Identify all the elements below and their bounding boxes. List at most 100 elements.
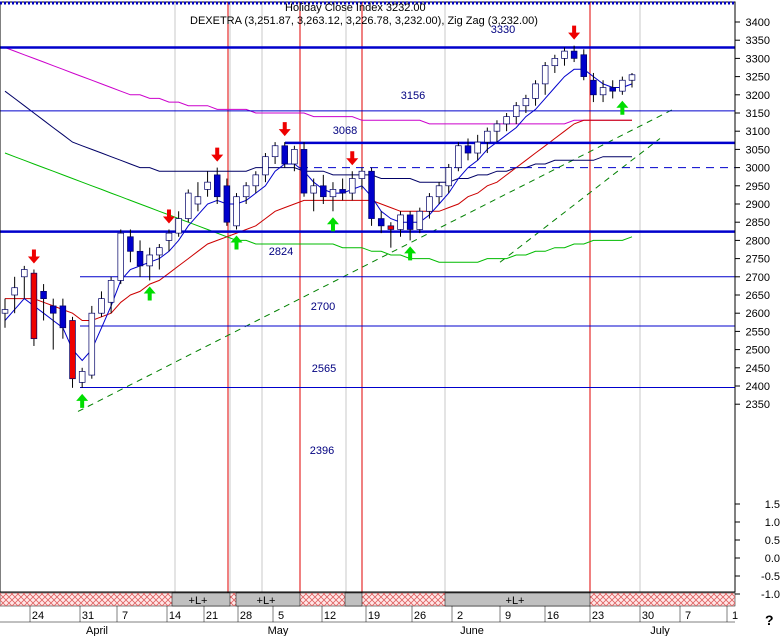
- x-tick-label: 28: [240, 610, 252, 622]
- moving-averages: [4, 47, 633, 362]
- x-tick-label: 7: [685, 610, 691, 622]
- candle-body: [291, 149, 298, 165]
- ma-navy-line: [4, 90, 632, 183]
- down-arrow: [27, 249, 40, 264]
- y-tick-label: 2400: [746, 381, 770, 393]
- candle-body: [522, 98, 530, 107]
- candle-body: [570, 50, 578, 59]
- level-label: 3330: [491, 24, 515, 36]
- y-tick-label: 3250: [746, 72, 770, 84]
- plot-frame: [0, 1, 736, 593]
- up-arrow: [76, 393, 89, 408]
- candle-body: [117, 232, 124, 281]
- bottom-marker-label: +L+: [506, 595, 525, 607]
- candle-body: [310, 185, 317, 194]
- candle-body: [513, 105, 520, 117]
- bottom-strip-hatch: [0, 593, 735, 606]
- candle-body: [281, 145, 288, 165]
- grid-layer: [77, 2, 674, 606]
- support-resistance-levels: 3330 3156 3068 2824 2700 2565 2396: [0, 24, 735, 457]
- help-question-mark[interactable]: ?: [765, 612, 774, 628]
- ma-red-line: [5, 119, 632, 321]
- candle-body: [165, 232, 173, 241]
- y-tick-label: 2450: [746, 363, 770, 375]
- candle-body: [503, 116, 510, 125]
- candle-body: [98, 298, 105, 314]
- candle-body: [146, 254, 153, 267]
- x-tick-label: 12: [324, 610, 336, 622]
- ma-magenta-line: [4, 47, 632, 125]
- down-arrow: [568, 25, 581, 40]
- y-tick-label: 3300: [746, 53, 770, 65]
- trend-channel-upper: [499, 138, 661, 263]
- y-tick-label: 2950: [746, 181, 770, 193]
- signal-arrows: [27, 25, 629, 408]
- y-tick-label: 3050: [746, 144, 770, 156]
- candle-body: [474, 141, 481, 154]
- candle-body: [320, 185, 327, 198]
- osc-tick-label: -1.0: [761, 589, 780, 601]
- osc-tick-label: 0.0: [765, 553, 780, 565]
- candle-body: [435, 185, 443, 198]
- x-tick-label: 2: [457, 610, 463, 622]
- y-tick-label: 3100: [746, 126, 770, 138]
- candle-body: [580, 54, 588, 77]
- candles: [1, 45, 636, 388]
- x-tick-label: 9: [505, 610, 511, 622]
- candle-body: [156, 247, 163, 256]
- candle-body: [21, 269, 28, 278]
- y-tick-label: 3000: [746, 163, 770, 175]
- candle-body: [223, 185, 231, 223]
- up-arrow: [404, 246, 417, 261]
- candle-body: [136, 250, 144, 267]
- candle-body: [175, 218, 182, 234]
- y-tick-label: 3350: [746, 35, 770, 47]
- x-tick-label: 26: [414, 610, 426, 622]
- candle-body: [127, 236, 134, 252]
- bottom-marker-label: +L+: [257, 595, 276, 607]
- candle-body: [213, 174, 221, 198]
- candle-body: [59, 305, 67, 329]
- bottom-grey-span: [235, 592, 301, 607]
- candle-body: [78, 371, 86, 383]
- candle-body: [619, 79, 626, 92]
- month-label: April: [86, 625, 108, 636]
- y-tick-label: 3400: [746, 17, 770, 29]
- bottom-grey-span: [344, 592, 363, 607]
- month-label: June: [460, 625, 484, 636]
- x-tick-label: 23: [592, 610, 604, 622]
- osc-tick-label: 1.0: [765, 517, 780, 529]
- ma-green-line: [4, 152, 633, 263]
- candle-body: [532, 83, 539, 99]
- y-tick-label: 2750: [746, 254, 770, 266]
- candle-body: [416, 210, 424, 230]
- x-tick-label: 31: [82, 610, 94, 622]
- up-arrow: [143, 286, 156, 301]
- x-tick-label: 5: [278, 610, 284, 622]
- candle-body: [11, 287, 18, 296]
- month-label: May: [268, 625, 289, 636]
- candle-body: [609, 87, 616, 92]
- candle-body: [262, 156, 269, 176]
- y-tick-label: 3150: [746, 108, 770, 120]
- candle-body: [368, 170, 375, 219]
- candle-body: [397, 214, 404, 230]
- up-arrow: [616, 100, 629, 115]
- candle-body: [484, 130, 491, 143]
- x-tick-label: 1: [732, 610, 738, 622]
- candle-body: [387, 225, 395, 230]
- candle-body: [1, 309, 9, 314]
- x-tick-label: 21: [206, 610, 218, 622]
- y-tick-label: 2600: [746, 308, 770, 320]
- candle-body: [40, 291, 47, 299]
- candle-body: [561, 50, 568, 59]
- level-label: 2565: [312, 363, 336, 375]
- candle-body: [271, 145, 279, 158]
- candle-body: [628, 74, 636, 81]
- level-label: 3156: [401, 90, 425, 102]
- candle-body: [377, 218, 385, 227]
- y-tick-label: 2650: [746, 290, 770, 302]
- y-tick-label: 3200: [746, 90, 770, 102]
- candle-body: [194, 196, 202, 205]
- candle-body: [233, 196, 240, 227]
